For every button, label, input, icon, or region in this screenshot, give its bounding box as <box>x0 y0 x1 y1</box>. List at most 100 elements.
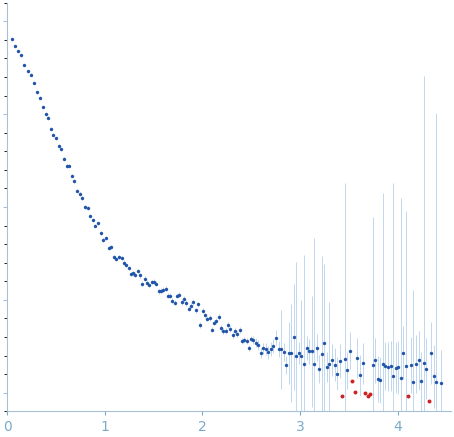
Point <box>318 351 326 358</box>
Point <box>361 390 369 397</box>
Point <box>267 346 275 353</box>
Point <box>328 356 336 363</box>
Point <box>351 388 359 395</box>
Point <box>188 302 195 309</box>
Point <box>308 348 315 355</box>
Point <box>311 361 318 368</box>
Point <box>397 374 405 381</box>
Point <box>220 328 227 335</box>
Point <box>115 253 123 260</box>
Point <box>118 255 125 262</box>
Point <box>321 339 328 346</box>
Point <box>410 378 417 385</box>
Point <box>341 355 348 362</box>
Point <box>139 281 146 288</box>
Point <box>129 270 137 277</box>
Point <box>211 319 218 326</box>
Point <box>89 216 96 223</box>
Point <box>356 372 364 379</box>
Point <box>402 363 410 370</box>
Point <box>60 155 68 162</box>
Point <box>270 343 277 350</box>
Point <box>167 292 174 299</box>
Point <box>169 297 176 304</box>
Point <box>143 279 151 286</box>
Point <box>43 111 50 118</box>
Point <box>160 286 167 293</box>
Point <box>155 288 162 295</box>
Point <box>178 298 185 305</box>
Point <box>92 222 99 229</box>
Point <box>336 358 343 365</box>
Point <box>277 346 285 353</box>
Point <box>372 357 379 364</box>
Point <box>102 235 109 242</box>
Point <box>236 327 243 334</box>
Point <box>252 339 259 346</box>
Point <box>15 47 22 54</box>
Point <box>326 361 333 368</box>
Point <box>354 354 361 361</box>
Point <box>58 146 65 153</box>
Point <box>81 203 89 210</box>
Point <box>153 280 160 287</box>
Point <box>249 337 257 344</box>
Point <box>9 35 16 42</box>
Point <box>392 364 399 371</box>
Point <box>272 334 280 341</box>
Point <box>313 344 321 351</box>
Point <box>433 378 440 385</box>
Point <box>141 275 148 282</box>
Point <box>217 325 225 332</box>
Point <box>203 315 211 322</box>
Point <box>132 271 139 278</box>
Point <box>162 285 169 292</box>
Point <box>344 367 351 374</box>
Point <box>134 268 142 275</box>
Point <box>146 281 153 288</box>
Point <box>245 345 252 352</box>
Point <box>262 345 270 352</box>
Point <box>30 80 37 87</box>
Point <box>44 114 52 121</box>
Point <box>52 135 59 142</box>
Point <box>173 292 181 299</box>
Point <box>346 347 354 354</box>
Point <box>379 360 386 367</box>
Point <box>241 336 248 343</box>
Point <box>197 322 204 329</box>
Point <box>21 62 28 69</box>
Point <box>420 359 427 366</box>
Point <box>185 305 192 312</box>
Point <box>127 271 134 277</box>
Point <box>194 301 202 308</box>
Point <box>50 131 57 138</box>
Point <box>215 313 222 320</box>
Point <box>301 361 308 368</box>
Point <box>97 229 104 236</box>
Point <box>387 363 394 370</box>
Point <box>123 262 130 269</box>
Point <box>18 52 25 59</box>
Point <box>418 378 425 385</box>
Point <box>290 334 297 341</box>
Point <box>364 392 371 399</box>
Point <box>227 326 234 333</box>
Point <box>423 365 430 372</box>
Point <box>238 337 246 344</box>
Point <box>121 259 128 266</box>
Point <box>425 397 432 404</box>
Point <box>257 350 264 357</box>
Point <box>366 391 374 398</box>
Point <box>390 373 397 380</box>
Point <box>222 327 229 334</box>
Point <box>438 379 445 386</box>
Point <box>280 349 287 356</box>
Point <box>232 327 239 334</box>
Point <box>105 245 112 252</box>
Point <box>125 265 132 272</box>
Point <box>430 373 438 380</box>
Point <box>400 349 407 356</box>
Point <box>137 272 144 279</box>
Point <box>84 205 91 212</box>
